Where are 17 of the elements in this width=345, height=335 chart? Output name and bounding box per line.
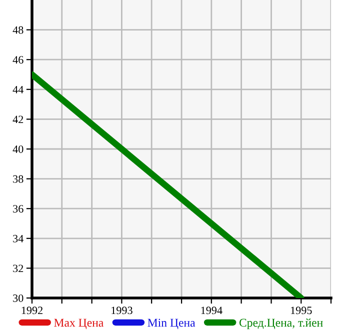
y-tick-label: 34 [13,234,24,242]
x-tick-label: 1994 [201,306,222,314]
y-tick-label: 48 [12,26,24,34]
legend-label: Min Цена [148,318,196,330]
y-tick-label: 32 [13,264,24,272]
y-tick-label: 40 [12,145,24,153]
y-tick-label: 46 [12,56,24,64]
y-tick-label: 44 [12,86,24,94]
x-tick-label: 1993 [112,306,132,314]
y-tick-label: 38 [13,175,24,183]
y-tick-label: 36 [13,205,24,213]
x-tick-label: 1995 [290,306,312,314]
y-tick-label: 30 [13,294,24,302]
legend-label: Сред.Цена, т.йен [239,318,323,330]
y-tick-label: 42 [12,116,24,124]
legend-label: Max Цена [54,318,104,330]
x-tick-label: 1992 [22,306,42,314]
